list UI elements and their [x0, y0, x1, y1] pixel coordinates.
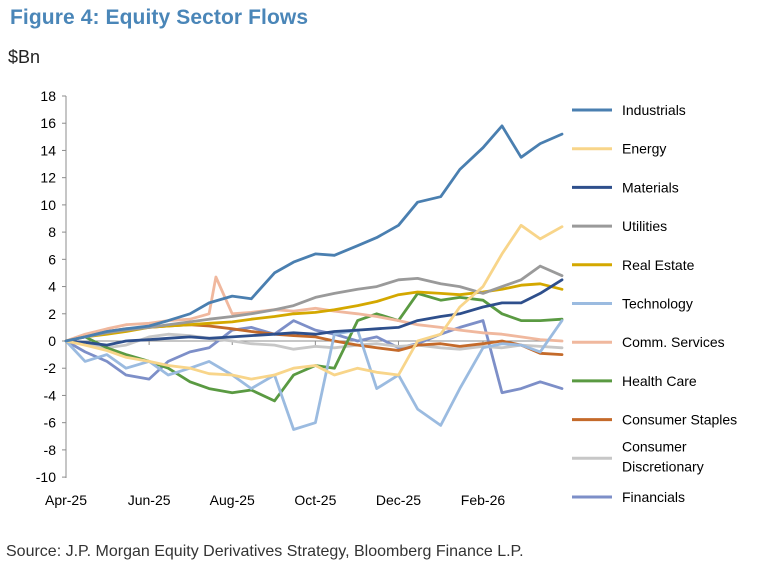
y-tick-label: 14 [40, 142, 56, 158]
y-tick-label: 8 [48, 224, 56, 240]
x-tick-label: Dec-25 [376, 492, 421, 508]
y-tick-label: 18 [40, 88, 56, 104]
y-tick-label: 12 [40, 170, 56, 186]
source-note: Source: J.P. Morgan Equity Derivatives S… [6, 543, 524, 560]
legend-label-consumer-staples: Consumer Staples [622, 412, 737, 428]
y-tick-label: -10 [36, 469, 56, 485]
y-tick-label: -8 [44, 442, 57, 458]
x-tick-label: Oct-25 [294, 492, 336, 508]
unit-label: $Bn [8, 47, 41, 67]
x-tick-label: Aug-25 [210, 492, 255, 508]
x-tick-label: Apr-25 [45, 492, 87, 508]
legend-label-materials: Materials [622, 179, 679, 195]
legend-label-utilities: Utilities [622, 218, 667, 234]
legend-label-financials: Financials [622, 489, 685, 505]
figure-title: Figure 4: Equity Sector Flows [10, 6, 309, 29]
y-tick-label: 16 [40, 115, 56, 131]
legend: Industrials Energy Materials Utilities Real … [572, 102, 737, 505]
series-line-comm-services [64, 275, 564, 343]
x-tick-label: Feb-26 [461, 492, 506, 508]
axes: -10 -8 -6 -4 -2 0 2 4 6 8 10 12 14 16 18 Apr-25 Jun-25 Au… [36, 88, 562, 508]
y-tick-label: -6 [44, 415, 57, 431]
legend-label-comm-services: Comm. Services [622, 334, 725, 350]
legend-label-health-care: Health Care [622, 373, 697, 389]
legend-label-technology: Technology [622, 296, 693, 312]
legend-label-industrials: Industrials [622, 102, 686, 118]
y-tick-label: 6 [48, 251, 56, 267]
legend-label-energy: Energy [622, 141, 666, 157]
series-lines [64, 124, 564, 431]
y-tick-label: -4 [44, 387, 57, 403]
y-tick-label: 2 [48, 306, 56, 322]
series-line-energy [64, 223, 564, 381]
y-tick-label: -2 [44, 360, 57, 376]
legend-label-real-estate: Real Estate [622, 257, 695, 273]
series-line-financials [64, 319, 564, 395]
series-line-industrials [64, 124, 564, 343]
y-tick-label: 10 [40, 197, 56, 213]
series-line-materials [64, 278, 564, 347]
y-tick-label: 4 [48, 279, 56, 295]
x-tick-label: Jun-25 [128, 492, 171, 508]
legend-label-consumer-discretionary: Consumer Discretionary [622, 438, 704, 474]
y-tick-label: 0 [48, 333, 56, 349]
